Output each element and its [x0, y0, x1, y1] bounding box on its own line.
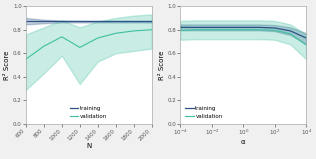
- training: [226, 26, 229, 28]
- training: [78, 21, 82, 22]
- X-axis label: α: α: [241, 139, 246, 145]
- validation: [194, 29, 198, 31]
- training: [42, 21, 46, 22]
- training: [60, 21, 64, 22]
- validation: [241, 29, 245, 31]
- validation: [42, 45, 46, 47]
- training: [210, 26, 214, 28]
- validation: [78, 46, 82, 48]
- training: [257, 26, 261, 28]
- training: [132, 21, 136, 22]
- validation: [179, 29, 182, 31]
- validation: [96, 37, 100, 39]
- Line: validation: validation: [26, 30, 152, 59]
- validation: [289, 33, 292, 35]
- validation: [24, 58, 28, 60]
- Y-axis label: R² Score: R² Score: [159, 50, 165, 80]
- Legend: training, validation: training, validation: [183, 104, 225, 121]
- validation: [226, 29, 229, 31]
- training: [114, 21, 118, 22]
- training: [241, 26, 245, 28]
- training: [150, 21, 154, 22]
- Line: validation: validation: [180, 30, 306, 45]
- validation: [210, 29, 214, 31]
- X-axis label: N: N: [86, 143, 91, 149]
- validation: [150, 29, 154, 31]
- Line: training: training: [180, 27, 306, 38]
- validation: [60, 36, 64, 38]
- training: [179, 26, 182, 28]
- training: [304, 37, 308, 39]
- validation: [273, 29, 276, 31]
- training: [273, 27, 276, 29]
- validation: [132, 30, 136, 32]
- training: [24, 21, 28, 22]
- validation: [304, 44, 308, 46]
- Y-axis label: R² Score: R² Score: [4, 50, 10, 80]
- training: [289, 30, 292, 32]
- validation: [114, 32, 118, 34]
- Legend: training, validation: training, validation: [68, 104, 110, 121]
- training: [96, 21, 100, 22]
- validation: [257, 29, 261, 31]
- training: [194, 26, 198, 28]
